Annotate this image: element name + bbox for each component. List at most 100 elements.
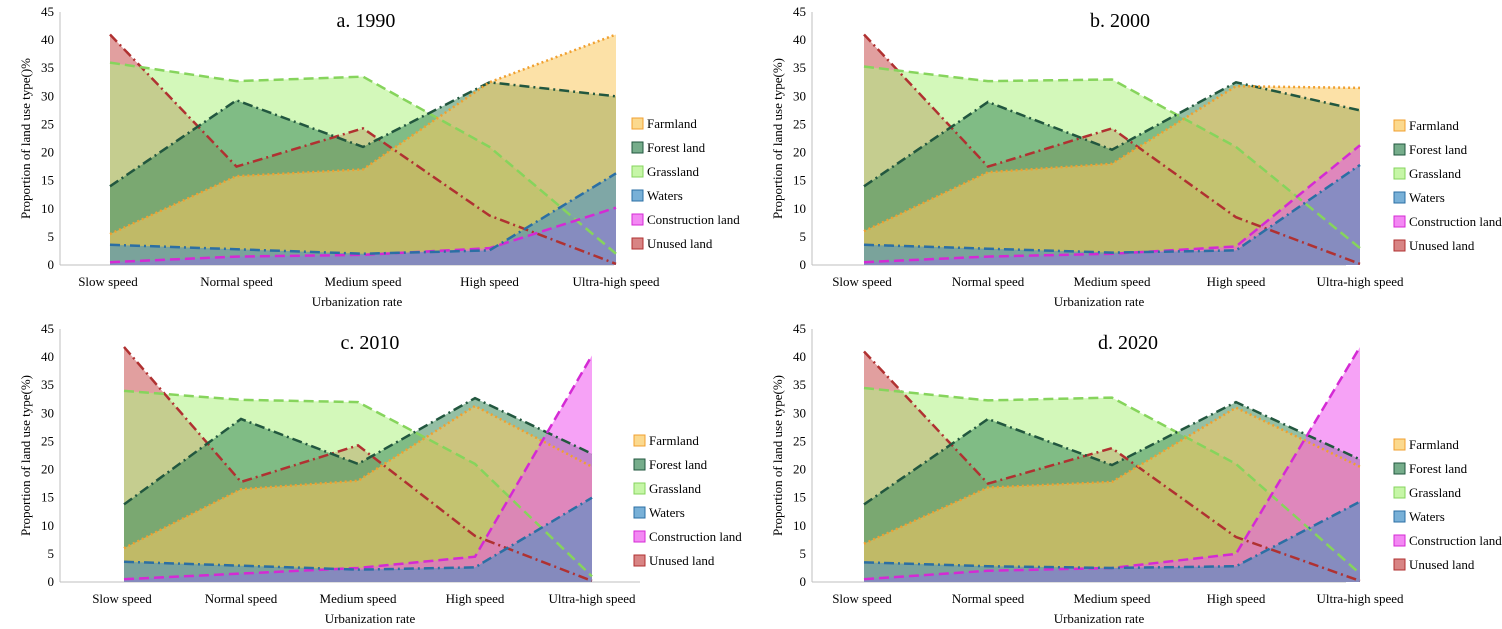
x-tick-label: Slow speed — [832, 591, 892, 606]
legend-label-construction-land: Construction land — [1409, 533, 1502, 548]
y-tick-label: 0 — [48, 574, 55, 589]
legend-swatch-forest-land — [633, 458, 646, 471]
y-tick-label: 30 — [793, 405, 806, 420]
y-tick-label: 40 — [793, 349, 806, 364]
legend-swatch-grassland — [631, 165, 644, 178]
line-farmland — [863, 84, 1361, 233]
line-unused-land — [123, 346, 593, 583]
y-axis-label: Proportion of land use type()% — [18, 58, 33, 219]
y-tick-label: 5 — [800, 229, 807, 244]
area-farmland — [864, 407, 1360, 582]
y-tick-label: 0 — [800, 574, 807, 589]
y-tick-label: 40 — [793, 32, 806, 47]
line-forest-land — [109, 80, 617, 188]
y-tick-label: 10 — [41, 201, 54, 216]
area-farmland — [110, 34, 616, 265]
panel-b-2000: 0 5 10 15 20 25 30 35 40 45 Slow speed Normal speed… — [770, 4, 1502, 309]
y-tick-label: 45 — [793, 321, 806, 336]
x-tick-label: Slow speed — [832, 274, 892, 289]
y-tick-label: 20 — [41, 462, 54, 477]
y-tick-label: 0 — [800, 257, 807, 272]
x-tick-label: Medium speed — [1074, 591, 1151, 606]
legend-label-construction-land: Construction land — [649, 529, 742, 544]
line-waters — [109, 172, 617, 256]
legend-swatch-unused-land — [1393, 558, 1406, 571]
line-waters — [863, 500, 1361, 570]
x-axis-label: Urbanization rate — [1054, 294, 1145, 309]
x-tick-label: High speed — [446, 591, 505, 606]
legend-swatch-unused-land — [631, 237, 644, 250]
line-farmland — [123, 404, 593, 550]
x-axis-label: Urbanization rate — [312, 294, 403, 309]
legend-label-forest-land: Forest land — [649, 457, 708, 472]
legend-swatch-farmland — [1393, 119, 1406, 132]
x-tick-label: Medium speed — [320, 591, 397, 606]
line-forest-land — [123, 396, 593, 506]
x-tick-label: Ultra-high speed — [1316, 274, 1404, 289]
x-tick-label: Slow speed — [92, 591, 152, 606]
chart-title: b. 2000 — [1090, 10, 1150, 32]
y-tick-label: 20 — [793, 462, 806, 477]
y-tick-label: 20 — [41, 145, 54, 160]
area-farmland — [124, 406, 592, 582]
line-construction-land — [109, 206, 617, 264]
chart-title: a. 1990 — [337, 10, 396, 32]
y-tick-label: 40 — [41, 349, 54, 364]
legend-label-farmland: Farmland — [1409, 437, 1459, 452]
legend-swatch-farmland — [631, 117, 644, 130]
legend-label-unused-land: Unused land — [647, 236, 713, 251]
chart-title: d. 2020 — [1098, 332, 1158, 354]
y-axis-label: Proportion of land use type(%) — [18, 375, 33, 536]
line-farmland — [863, 406, 1361, 545]
legend-label-farmland: Farmland — [649, 433, 699, 448]
legend-label-construction-land: Construction land — [647, 212, 740, 227]
legend-swatch-farmland — [1393, 438, 1406, 451]
legend-label-grassland: Grassland — [1409, 485, 1461, 500]
legend-label-grassland: Grassland — [647, 164, 699, 179]
y-tick-label: 30 — [793, 88, 806, 103]
x-tick-label: Ultra-high speed — [1316, 591, 1404, 606]
y-tick-label: 10 — [793, 518, 806, 533]
line-unused-land — [109, 33, 617, 266]
line-grassland — [109, 61, 617, 255]
legend-swatch-grassland — [1393, 486, 1406, 499]
x-tick-label: Medium speed — [1074, 274, 1151, 289]
legend-swatch-waters — [1393, 510, 1406, 523]
panel-c-2010: 0 5 10 15 20 25 30 35 40 45 Slow speed Normal speed… — [18, 321, 742, 626]
y-tick-label: 25 — [793, 433, 806, 448]
legend-swatch-forest-land — [1393, 462, 1406, 475]
line-unused-land — [863, 350, 1361, 583]
y-tick-label: 35 — [793, 60, 806, 75]
x-tick-label: Medium speed — [325, 274, 402, 289]
legend-swatch-unused-land — [633, 554, 646, 567]
line-unused-land — [863, 33, 1361, 266]
legend-swatch-waters — [1393, 191, 1406, 204]
panel-a-1990: 0 5 10 15 20 25 30 35 40 45 Slow speed Normal speed… — [18, 4, 740, 309]
y-tick-label: 0 — [48, 257, 55, 272]
legend-label-construction-land: Construction land — [1409, 214, 1502, 229]
line-waters — [863, 163, 1361, 254]
x-tick-label: Ultra-high speed — [572, 274, 660, 289]
y-axis-label: Proportion of land use type(%) — [770, 375, 785, 536]
y-tick-label: 5 — [48, 229, 55, 244]
legend-label-unused-land: Unused land — [1409, 557, 1475, 572]
legend-swatch-waters — [633, 506, 646, 519]
legend-swatch-grassland — [633, 482, 646, 495]
legend-label-waters: Waters — [647, 188, 683, 203]
y-tick-label: 35 — [793, 377, 806, 392]
legend-label-unused-land: Unused land — [1409, 238, 1475, 253]
x-tick-label: Normal speed — [205, 591, 278, 606]
area-waters — [864, 164, 1360, 265]
y-tick-label: 45 — [41, 4, 54, 19]
legend-swatch-construction-land — [1393, 534, 1406, 547]
legend-label-unused-land: Unused land — [649, 553, 715, 568]
legend-label-grassland: Grassland — [1409, 166, 1461, 181]
line-construction-land — [123, 354, 594, 581]
legend-label-waters: Waters — [649, 505, 685, 520]
x-tick-label: High speed — [1207, 591, 1266, 606]
line-grassland — [863, 386, 1361, 575]
line-farmland — [109, 33, 617, 236]
y-tick-label: 25 — [793, 116, 806, 131]
y-tick-label: 15 — [41, 173, 54, 188]
y-tick-label: 35 — [41, 60, 54, 75]
